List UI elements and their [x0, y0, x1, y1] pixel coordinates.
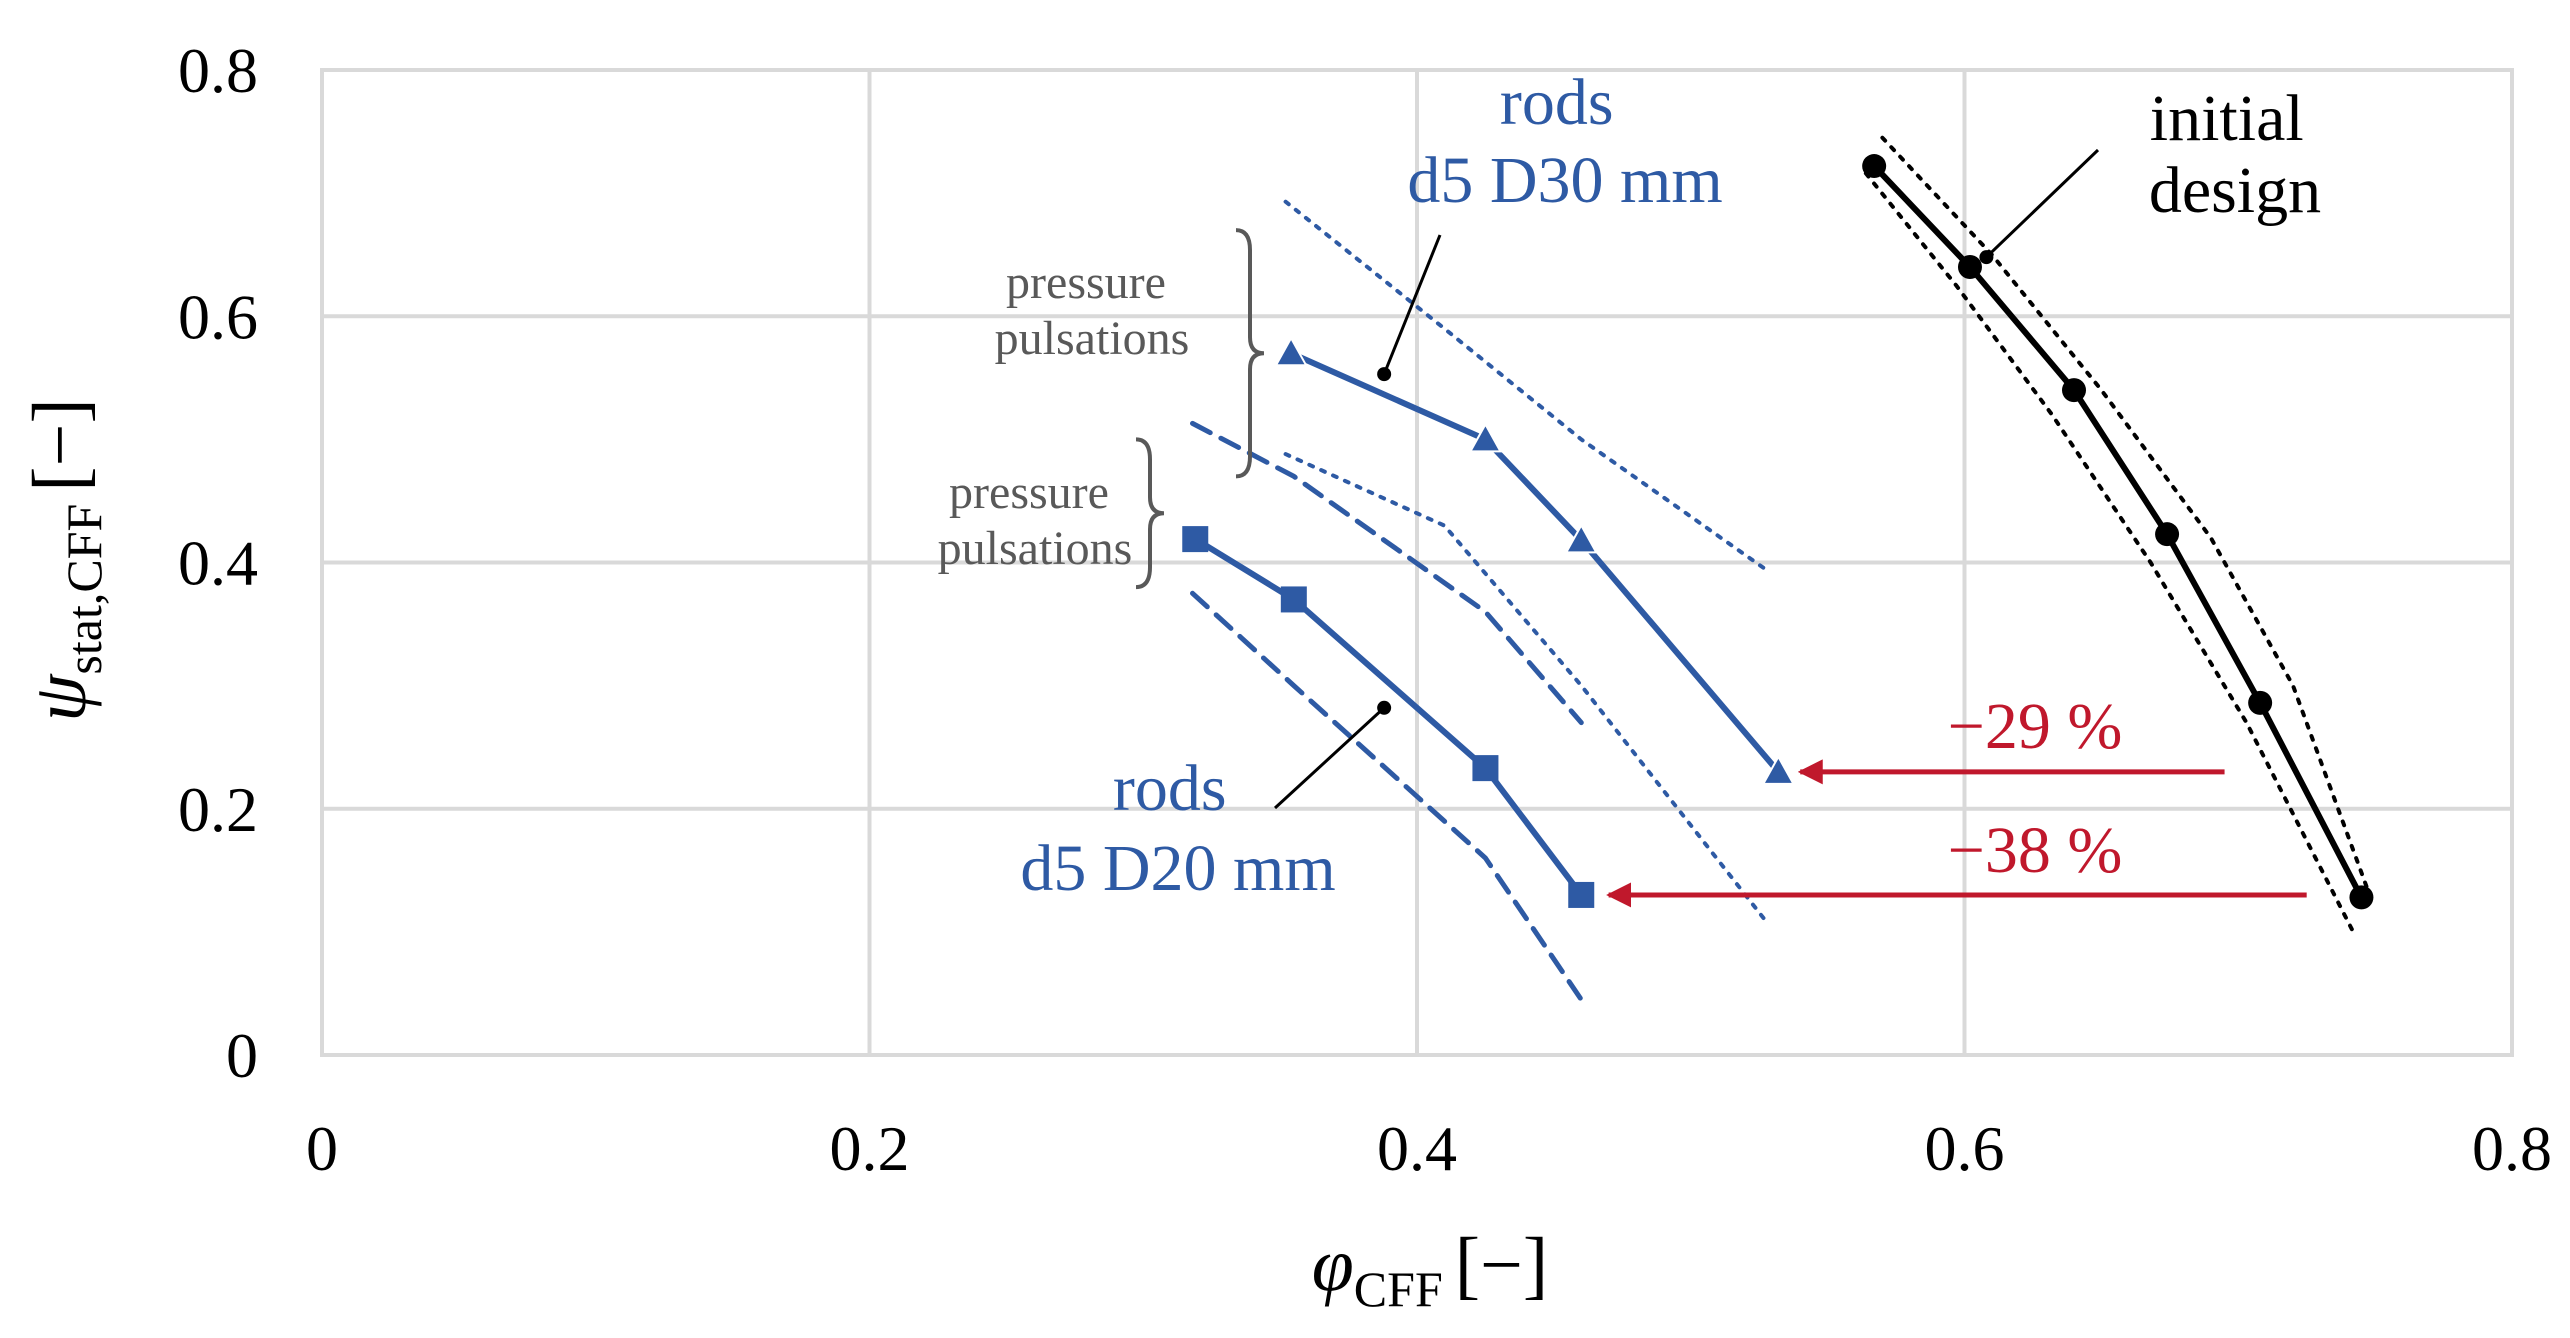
upper-bound-line [1880, 135, 2372, 897]
y-tick-label: 0.4 [178, 528, 258, 599]
data-point [1862, 154, 1887, 179]
reduction-label-29: −29 % [1948, 690, 2123, 763]
data-point [1182, 526, 1209, 553]
data-point [1274, 336, 1308, 367]
pressure-pulsations-brace-lower [1135, 437, 1165, 590]
x-tick-label: 0.4 [1377, 1113, 1457, 1184]
x-tick-label: 0 [306, 1113, 338, 1184]
upper-bound-line [1283, 199, 1767, 571]
annotations: initial design rods d5 D30 mm rods d5 D2… [938, 66, 2321, 908]
y-tick-label: 0.2 [178, 774, 258, 845]
leader-dot [1377, 367, 1392, 382]
x-tick-label: 0.6 [1925, 1113, 2005, 1184]
pressure-pulsations-brace-upper [1235, 228, 1265, 479]
rods-d20-leader [1273, 706, 1386, 810]
data-point [1564, 523, 1598, 554]
y-tick-label: 0.6 [178, 281, 258, 352]
y-tick-labels: 0 0.2 0.4 0.6 0.8 [178, 35, 258, 1091]
x-tick-label: 0.2 [830, 1113, 910, 1184]
data-point [2349, 885, 2374, 910]
y-axis-title: ψstat,CFF[−] [18, 398, 112, 722]
initial-design-label: initial design [2149, 82, 2321, 227]
data-point [1568, 881, 1595, 908]
lower-bound-line [1863, 171, 2356, 934]
rods-d30-leader [1382, 234, 1442, 375]
data-point [2155, 522, 2180, 547]
lower-bound-line [1283, 452, 1767, 922]
data-point [2248, 690, 2273, 715]
x-tick-labels: 0 0.2 0.4 0.6 0.8 [306, 1113, 2552, 1184]
data-point [1472, 755, 1499, 782]
series-rods-d5-d20-mm [1182, 420, 1595, 1003]
initial-design-leader [1985, 148, 2100, 259]
pressure-pulsations-label-lower: pressure pulsations [938, 466, 1133, 575]
series-initial-design [1862, 135, 2374, 934]
leader-dot [1377, 700, 1392, 715]
lower-bound-line [1190, 590, 1584, 1003]
series-line [1193, 536, 1584, 897]
y-tick-label: 0.8 [178, 35, 258, 106]
plot-area-frame [320, 68, 2514, 1057]
y-tick-label: 0 [226, 1020, 258, 1091]
reduction-label-38: −38 % [1948, 814, 2123, 887]
series-line [1289, 350, 1781, 774]
data-point [1761, 754, 1796, 785]
upper-bound-line [1190, 420, 1584, 726]
data-point [1280, 586, 1307, 613]
series-rods-d5-d30-mm [1274, 199, 1796, 922]
data-point [2062, 378, 2086, 403]
series-line [1872, 163, 2365, 899]
x-tick-label: 0.8 [2472, 1113, 2552, 1184]
data-point [1468, 422, 1503, 453]
rods-d30-label: rods d5 D30 mm [1407, 66, 1722, 217]
x-axis-title: φCFF [−] [1312, 1223, 1549, 1317]
data-point [1957, 255, 1982, 279]
rods-d20-label: rods d5 D20 mm [1020, 752, 1335, 905]
pressure-pulsations-label-upper: pressure pulsations [995, 256, 1190, 365]
series [1182, 135, 2374, 1003]
leader-dot [1979, 250, 1994, 265]
